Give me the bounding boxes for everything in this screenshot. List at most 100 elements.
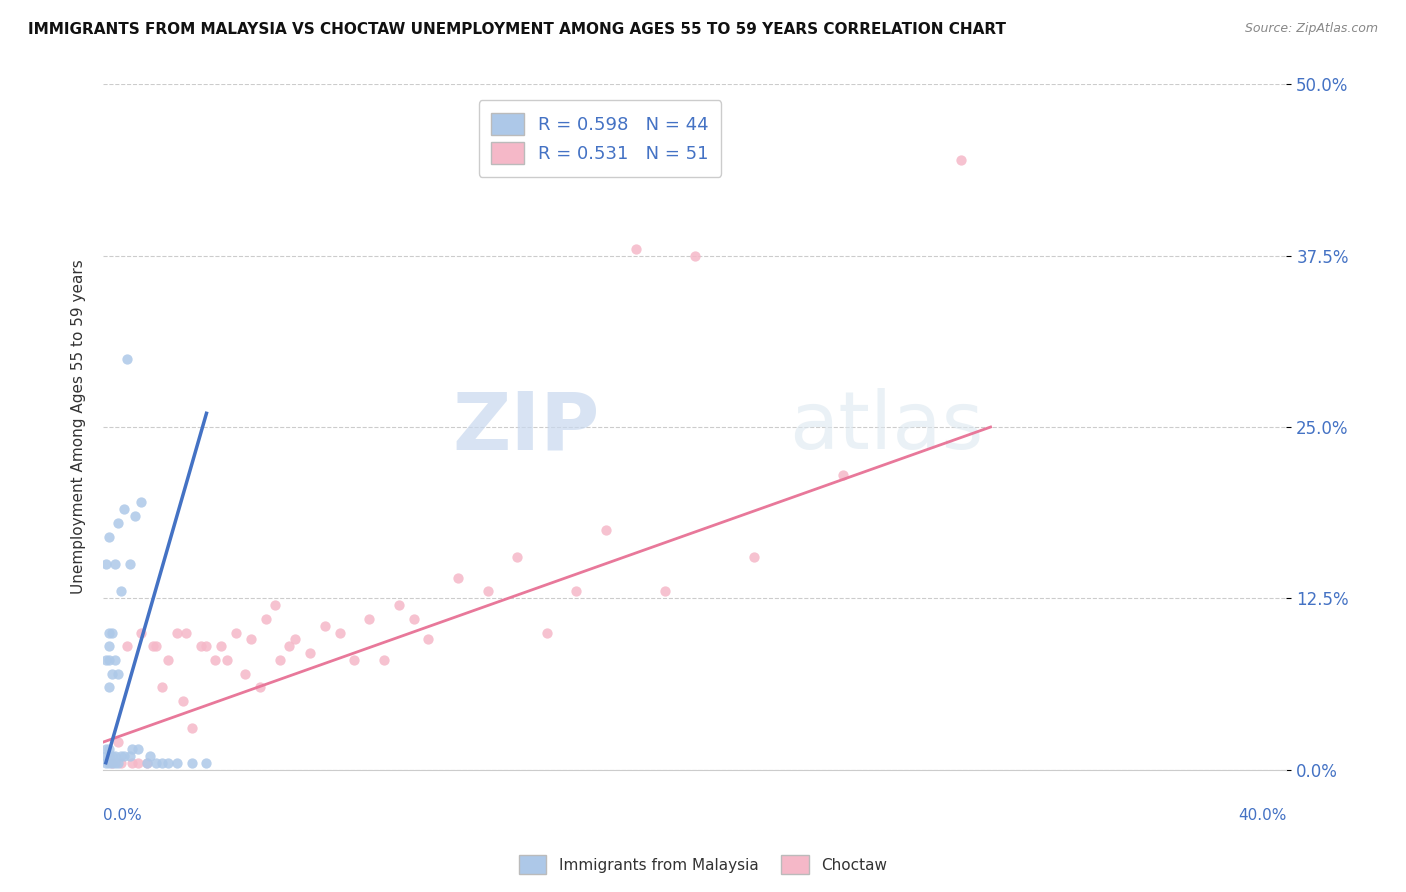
Point (166, 625, 188, 640)
Point (195, 640, 218, 654)
Point (204, 653, 226, 667)
Point (97, 681, 120, 695)
Point (101, 666, 124, 681)
Point (418, 632, 440, 647)
Point (115, 351, 138, 366)
Point (101, 748, 124, 763)
Point (477, 584, 499, 599)
Point (624, 242, 647, 256)
Point (388, 598, 411, 612)
Point (131, 495, 153, 509)
Point (121, 742, 143, 756)
Point (278, 640, 301, 654)
Point (284, 632, 307, 647)
Point (94, 748, 117, 763)
Point (107, 516, 129, 530)
Point (101, 625, 124, 640)
Point (110, 584, 132, 599)
Point (97, 748, 120, 763)
Point (110, 756, 132, 770)
Point (156, 653, 179, 667)
Text: atlas: atlas (789, 388, 984, 466)
Point (131, 625, 153, 640)
Point (142, 640, 165, 654)
Point (239, 632, 262, 647)
Point (150, 681, 173, 695)
Point (124, 509, 146, 524)
Text: IMMIGRANTS FROM MALAYSIA VS CHOCTAW UNEMPLOYMENT AMONG AGES 55 TO 59 YEARS CORRE: IMMIGRANTS FROM MALAYSIA VS CHOCTAW UNEM… (28, 22, 1007, 37)
Point (263, 598, 285, 612)
Point (506, 550, 529, 565)
Point (150, 756, 173, 770)
Point (97, 653, 120, 667)
Legend: R = 0.598   N = 44, R = 0.531   N = 51: R = 0.598 N = 44, R = 0.531 N = 51 (478, 100, 721, 177)
Point (107, 756, 129, 770)
Point (172, 694, 194, 708)
Point (233, 666, 256, 681)
Y-axis label: Unemployment Among Ages 55 to 59 years: Unemployment Among Ages 55 to 59 years (72, 260, 86, 594)
Point (110, 748, 132, 763)
Point (97, 756, 120, 770)
Text: Source: ZipAtlas.com: Source: ZipAtlas.com (1244, 22, 1378, 36)
Point (949, 153, 972, 167)
Point (94, 653, 117, 667)
Point (299, 646, 322, 660)
Point (359, 612, 381, 626)
Point (97, 530, 120, 544)
Point (127, 756, 149, 770)
Point (107, 666, 129, 681)
Point (115, 640, 138, 654)
Point (94, 742, 117, 756)
Point (742, 550, 765, 565)
Point (121, 756, 143, 770)
Point (145, 756, 167, 770)
Point (104, 653, 127, 667)
Point (180, 756, 202, 770)
Point (94, 557, 117, 571)
Point (97, 640, 120, 654)
Point (180, 722, 202, 736)
Point (565, 584, 588, 599)
Point (174, 625, 197, 640)
Point (225, 625, 247, 640)
Point (831, 467, 853, 482)
Point (118, 557, 141, 571)
Point (107, 735, 129, 749)
Point (683, 249, 706, 263)
Point (97, 625, 120, 640)
Text: ZIP: ZIP (453, 388, 600, 466)
Point (654, 584, 676, 599)
Point (136, 756, 159, 770)
Point (112, 502, 135, 516)
Point (118, 748, 141, 763)
Point (329, 625, 352, 640)
Legend: Immigrants from Malaysia, Choctaw: Immigrants from Malaysia, Choctaw (513, 849, 893, 880)
Point (217, 653, 239, 667)
Point (314, 618, 336, 632)
Point (156, 756, 179, 770)
Point (127, 742, 149, 756)
Point (195, 756, 218, 770)
Point (97, 742, 120, 756)
Point (97, 751, 120, 765)
Point (139, 748, 162, 763)
Point (209, 640, 232, 654)
Point (402, 612, 425, 626)
Point (166, 756, 188, 770)
Point (101, 756, 124, 770)
Point (249, 681, 271, 695)
Point (254, 612, 277, 626)
Point (595, 523, 617, 537)
Point (104, 557, 127, 571)
Point (112, 748, 135, 763)
Point (190, 640, 212, 654)
Text: 40.0%: 40.0% (1239, 808, 1286, 823)
Point (94, 756, 117, 770)
Point (101, 756, 124, 770)
Point (373, 653, 395, 667)
Point (343, 653, 366, 667)
Point (269, 653, 291, 667)
Point (104, 748, 127, 763)
Point (447, 571, 470, 585)
Point (536, 625, 558, 640)
